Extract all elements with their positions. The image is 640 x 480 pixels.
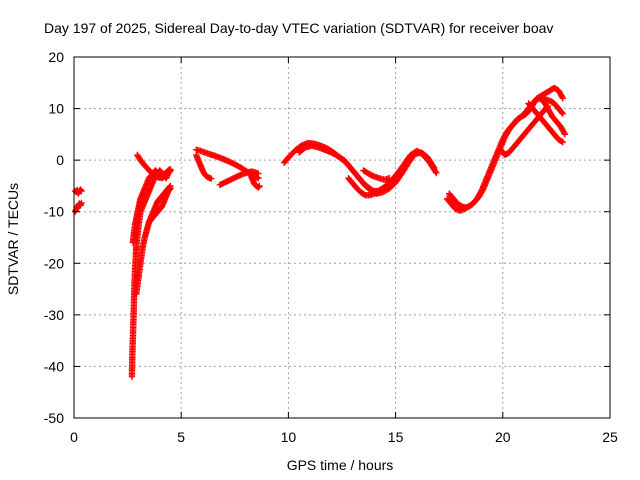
series-segment-5 [132,182,174,298]
y-tick-label: -40 [44,358,64,374]
y-tick-label: -30 [44,307,64,323]
data-point [433,169,440,177]
y-axis-label: SDTVAR / TECUs [5,183,21,295]
y-tick-label: -50 [44,410,64,426]
y-tick-label: 0 [56,152,64,168]
data-point [561,129,568,137]
data-point [464,203,471,211]
data-point [559,138,567,146]
data-point [558,109,566,116]
data-point [430,163,437,170]
x-tick-label: 5 [177,429,185,445]
data-point [388,179,395,186]
series-segment-6 [145,185,174,226]
data-point [558,93,566,101]
series-segment-18 [497,102,552,159]
data-point [463,204,470,211]
data-point [208,175,215,182]
y-tick-label: -10 [44,204,64,220]
data-point [165,167,172,174]
data-point [78,199,85,207]
series-segment-7 [134,151,173,181]
x-axis-label: GPS time / hours [287,457,394,473]
data-point [561,131,569,138]
series-segment-11 [246,169,263,191]
data-point [543,103,551,111]
x-tick-label: 0 [70,429,78,445]
plot-frame [73,56,611,419]
grid [74,57,610,418]
data-point [559,110,567,117]
data-point [544,102,552,110]
data-point [255,170,262,177]
series-segment-19 [525,100,567,146]
data-point [559,95,567,102]
x-tick-label: 25 [602,429,618,445]
series-segment-15 [360,167,393,183]
y-tick-label: 10 [48,101,64,117]
series-segment-20 [538,95,567,117]
chart-title: Day 197 of 2025, Sidereal Day-to-day VTE… [44,20,553,36]
data-point [432,168,439,175]
data-point [430,164,438,172]
series-segment-1 [71,186,85,197]
data-point [166,166,173,173]
x-tick-label: 20 [495,429,511,445]
data-point [387,180,394,187]
series-segment-9 [193,151,215,182]
data-point [385,174,393,182]
data-point [167,185,174,192]
y-tick-label: 20 [48,49,64,65]
axes: 0 5 10 15 20 25 -50 -40 -30 -20 -10 0 10 20 [44,49,618,445]
data-point [256,182,263,190]
x-tick-label: 10 [281,429,297,445]
series-segment-14 [345,174,395,199]
data-point [78,187,85,195]
y-tick-label: -20 [44,255,64,271]
x-tick-label: 15 [388,429,404,445]
data-point [166,186,173,193]
plot-area [71,84,569,380]
series-segment-13 [295,142,438,197]
